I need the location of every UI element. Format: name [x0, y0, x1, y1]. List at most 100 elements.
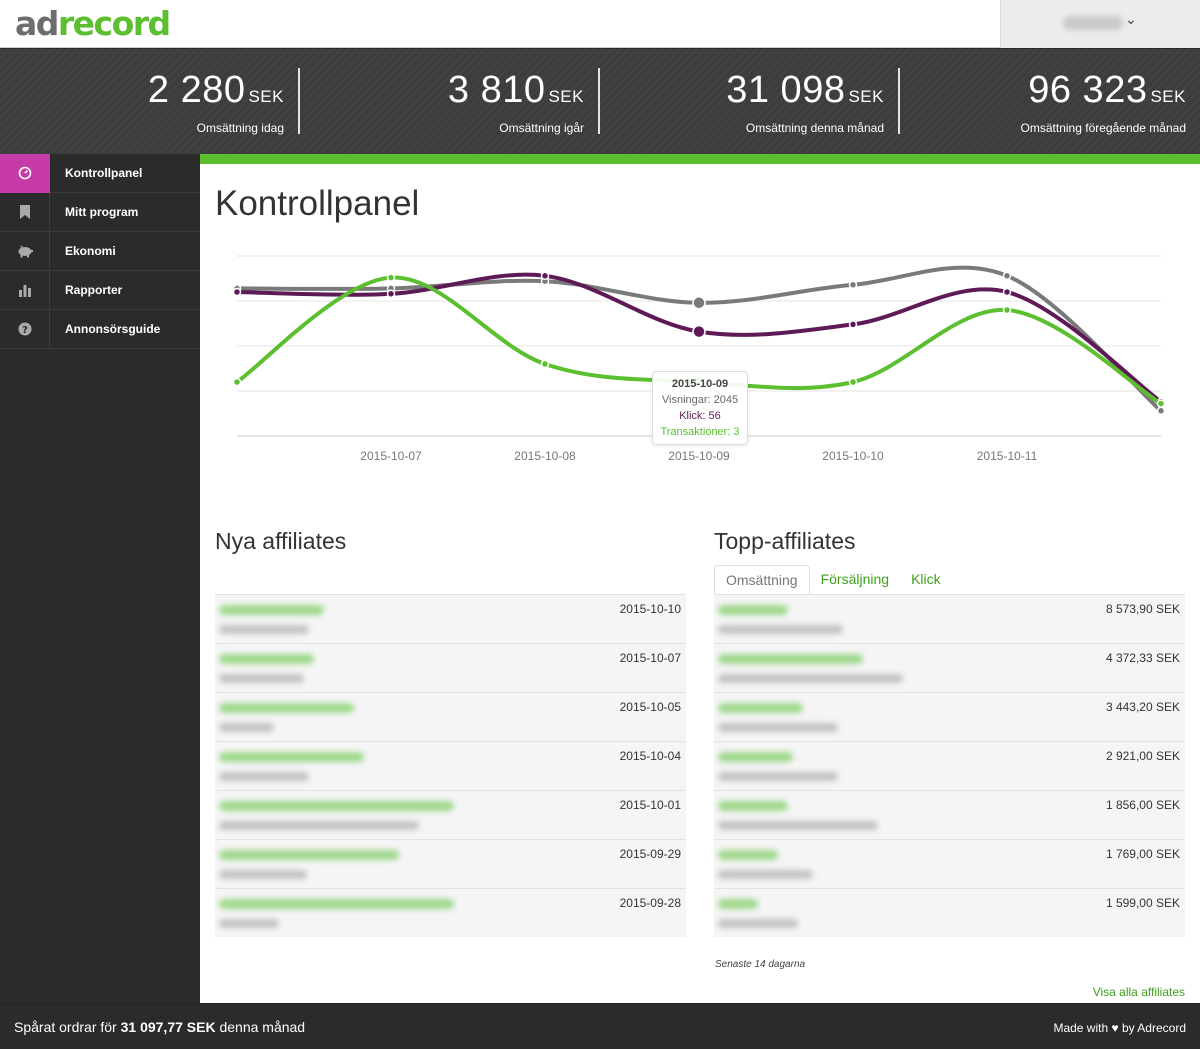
list-item[interactable]: 2015-10-01 — [215, 790, 686, 839]
top-affiliates-list: 8 573,90 SEK 4 372,33 SEK 3 443,20 SEK 2 92… — [714, 594, 1185, 937]
data-point-transaktioner[interactable] — [848, 377, 858, 387]
join-date: 2015-09-29 — [619, 847, 681, 861]
join-date: 2015-10-04 — [619, 749, 681, 763]
data-point-visningar[interactable] — [1156, 406, 1166, 416]
accent-bar — [200, 154, 1200, 164]
revenue-amount: 8 573,90 SEK — [1105, 602, 1180, 616]
sidebar: Kontrollpanel Mitt program Ekonomi Rappo… — [0, 153, 200, 1003]
affiliate-name-blurred — [718, 821, 878, 830]
x-tick-label: 2015-10-10 — [822, 449, 884, 463]
affiliate-link-blurred[interactable] — [219, 899, 454, 909]
x-tick-label: 2015-10-11 — [977, 449, 1038, 463]
list-item[interactable]: 4 372,33 SEK — [714, 643, 1185, 692]
affiliate-link-blurred[interactable] — [718, 654, 863, 664]
footer: Spårat ordrar för 31 097,77 SEK denna må… — [0, 1003, 1200, 1049]
see-all-affiliates-link[interactable]: Visa alla affiliates — [1092, 985, 1185, 999]
question-icon: ? — [0, 309, 50, 349]
list-item[interactable]: 2015-10-07 — [215, 643, 686, 692]
data-point-klick[interactable] — [848, 320, 858, 329]
data-point-klick[interactable] — [692, 324, 706, 339]
stat-value: 2 280 — [147, 69, 246, 111]
affiliate-link-blurred[interactable] — [219, 605, 324, 615]
piggy-bank-icon — [0, 231, 50, 271]
affiliate-link-blurred[interactable] — [718, 703, 803, 713]
stat-unit: SEK — [248, 87, 284, 106]
sidebar-item-kontrollpanel[interactable]: Kontrollpanel — [0, 153, 200, 193]
join-date: 2015-10-01 — [619, 798, 681, 812]
affiliate-link-blurred[interactable] — [718, 752, 793, 762]
affiliate-name-blurred — [219, 821, 419, 830]
user-name-blurred — [1063, 16, 1123, 30]
affiliate-link-blurred[interactable] — [219, 752, 364, 762]
tab-klick[interactable]: Klick — [911, 571, 941, 587]
tab-omsattning[interactable]: Omsättning — [714, 565, 810, 595]
data-point-transaktioner[interactable] — [386, 273, 396, 282]
adrecord-logo[interactable]: adrecord — [15, 4, 171, 43]
list-item[interactable]: 1 856,00 SEK — [714, 790, 1185, 839]
stat-label: Omsättning idag — [196, 121, 284, 135]
affiliate-name-blurred — [718, 723, 838, 732]
affiliate-name-blurred — [718, 625, 843, 634]
affiliate-link-blurred[interactable] — [718, 801, 788, 811]
list-item[interactable]: 2015-10-04 — [215, 741, 686, 790]
affiliate-link-blurred[interactable] — [219, 654, 314, 664]
revenue-amount: 1 769,00 SEK — [1105, 847, 1180, 861]
affiliate-link-blurred[interactable] — [718, 605, 788, 615]
dashboard-icon — [0, 153, 50, 193]
data-point-transaktioner[interactable] — [232, 377, 242, 387]
revenue-amount: 4 372,33 SEK — [1105, 651, 1180, 665]
stat-label: Omsättning igår — [499, 121, 584, 135]
list-item[interactable]: 2015-09-28 — [215, 888, 686, 937]
heart-icon: ♥ — [1111, 1021, 1119, 1035]
affiliate-name-blurred — [718, 919, 798, 928]
sidebar-item-annonsorsguide[interactable]: ? Annonsörsguide — [0, 309, 200, 349]
affiliate-link-blurred[interactable] — [219, 801, 454, 811]
user-menu[interactable]: ⌄ — [1000, 0, 1200, 48]
data-point-klick[interactable] — [232, 287, 242, 297]
bar-chart-icon — [0, 270, 50, 310]
stat-previous-month: 96 323 SEK Omsättning föregående månad — [900, 68, 1200, 135]
list-item[interactable]: 2015-09-29 — [215, 839, 686, 888]
list-item[interactable]: 1 599,00 SEK — [714, 888, 1185, 937]
data-point-klick[interactable] — [540, 271, 550, 281]
tab-forsaljning[interactable]: Försäljning — [820, 571, 890, 587]
join-date: 2015-10-10 — [619, 602, 681, 616]
data-point-transaktioner[interactable] — [1002, 305, 1012, 315]
data-point-visningar[interactable] — [692, 296, 706, 310]
new-affiliates-list: 2015-10-10 2015-10-07 2015-10-05 2015-10-04… — [215, 594, 686, 937]
list-item[interactable]: 8 573,90 SEK — [714, 594, 1185, 643]
affiliate-link-blurred[interactable] — [219, 850, 399, 860]
list-item[interactable]: 1 769,00 SEK — [714, 839, 1185, 888]
data-point-klick[interactable] — [386, 289, 396, 299]
list-item[interactable]: 2015-10-05 — [215, 692, 686, 741]
affiliate-name-blurred — [718, 772, 838, 781]
tracked-orders-text: Spårat ordrar för 31 097,77 SEK denna må… — [14, 1019, 306, 1035]
sidebar-item-rapporter[interactable]: Rapporter — [0, 270, 200, 310]
x-tick-label: 2015-10-09 — [668, 449, 730, 463]
data-point-klick[interactable] — [1002, 287, 1012, 297]
revenue-amount: 2 921,00 SEK — [1105, 749, 1180, 763]
affiliate-name-blurred — [219, 723, 274, 732]
stat-today: 2 280 SEK Omsättning idag — [0, 68, 300, 135]
list-item[interactable]: 2015-10-10 — [215, 594, 686, 643]
affiliate-link-blurred[interactable] — [718, 850, 778, 860]
page-title: Kontrollpanel — [215, 184, 420, 223]
stat-label: Omsättning föregående månad — [1020, 121, 1186, 135]
affiliate-link-blurred[interactable] — [718, 899, 758, 909]
list-item[interactable]: 3 443,20 SEK — [714, 692, 1185, 741]
list-item[interactable]: 2 921,00 SEK — [714, 741, 1185, 790]
stat-this-month: 31 098 SEK Omsättning denna månad — [600, 68, 900, 135]
join-date: 2015-10-05 — [619, 700, 681, 714]
data-point-transaktioner[interactable] — [540, 359, 550, 369]
chevron-down-icon: ⌄ — [1125, 11, 1137, 27]
sidebar-item-ekonomi[interactable]: Ekonomi — [0, 231, 200, 271]
stat-unit: SEK — [1150, 87, 1186, 106]
data-point-visningar[interactable] — [1002, 271, 1012, 281]
new-affiliates-title: Nya affiliates — [215, 528, 347, 554]
affiliate-name-blurred — [718, 674, 903, 683]
affiliate-link-blurred[interactable] — [219, 703, 354, 713]
data-point-visningar[interactable] — [848, 280, 858, 290]
sidebar-item-mitt-program[interactable]: Mitt program — [0, 192, 200, 232]
sidebar-item-label: Rapporter — [65, 283, 123, 297]
data-point-transaktioner[interactable] — [1156, 399, 1166, 408]
